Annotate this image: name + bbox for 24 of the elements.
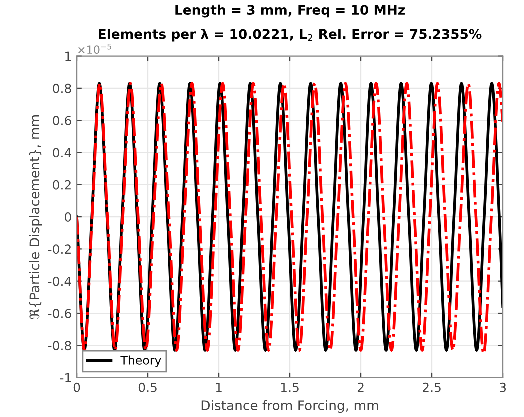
x-tick-label: 2 bbox=[358, 382, 364, 392]
x-tick-label: 0 bbox=[74, 382, 80, 392]
text: ×10$^{−5}$ bbox=[78, 44, 112, 54]
x-tick-label: 1.5 bbox=[281, 383, 299, 392]
chart-subtitle: Elements per λ = 10.0221, L$_{2}$ Rel. Error = 75.2355% bbox=[99, 29, 482, 42]
y-tick-label: -0.4 bbox=[48, 276, 72, 286]
y-tick-label: -0.2 bbox=[48, 244, 71, 254]
x-tick-label: 3 bbox=[500, 382, 506, 392]
y-tick-label: 0.2 bbox=[53, 180, 71, 190]
x-tick-label: 0.5 bbox=[138, 382, 157, 392]
y-tick-label: 0.4 bbox=[53, 148, 72, 158]
x-tick-label: 1 bbox=[216, 383, 222, 392]
legend-label: Theory bbox=[120, 356, 162, 368]
y-tick-label: -0.6 bbox=[48, 308, 72, 318]
chart-title: Length = 3 mm, Freq = 10 MHz bbox=[176, 4, 405, 18]
y-axis-title: ℜ{Particle Displacement}, mm bbox=[29, 116, 42, 320]
y-tick-label: -0.8 bbox=[48, 341, 72, 351]
x-axis-title: Distance from Forcing, mm bbox=[202, 400, 378, 414]
y-tick-label: 0.8 bbox=[53, 84, 72, 94]
y-tick-label: 1 bbox=[66, 52, 72, 62]
y-tick-label: 0.6 bbox=[53, 116, 72, 126]
y-tick-label: -1 bbox=[60, 373, 72, 383]
x-tick-label: 2.5 bbox=[423, 382, 441, 392]
y-tick-label: 0 bbox=[65, 212, 72, 222]
